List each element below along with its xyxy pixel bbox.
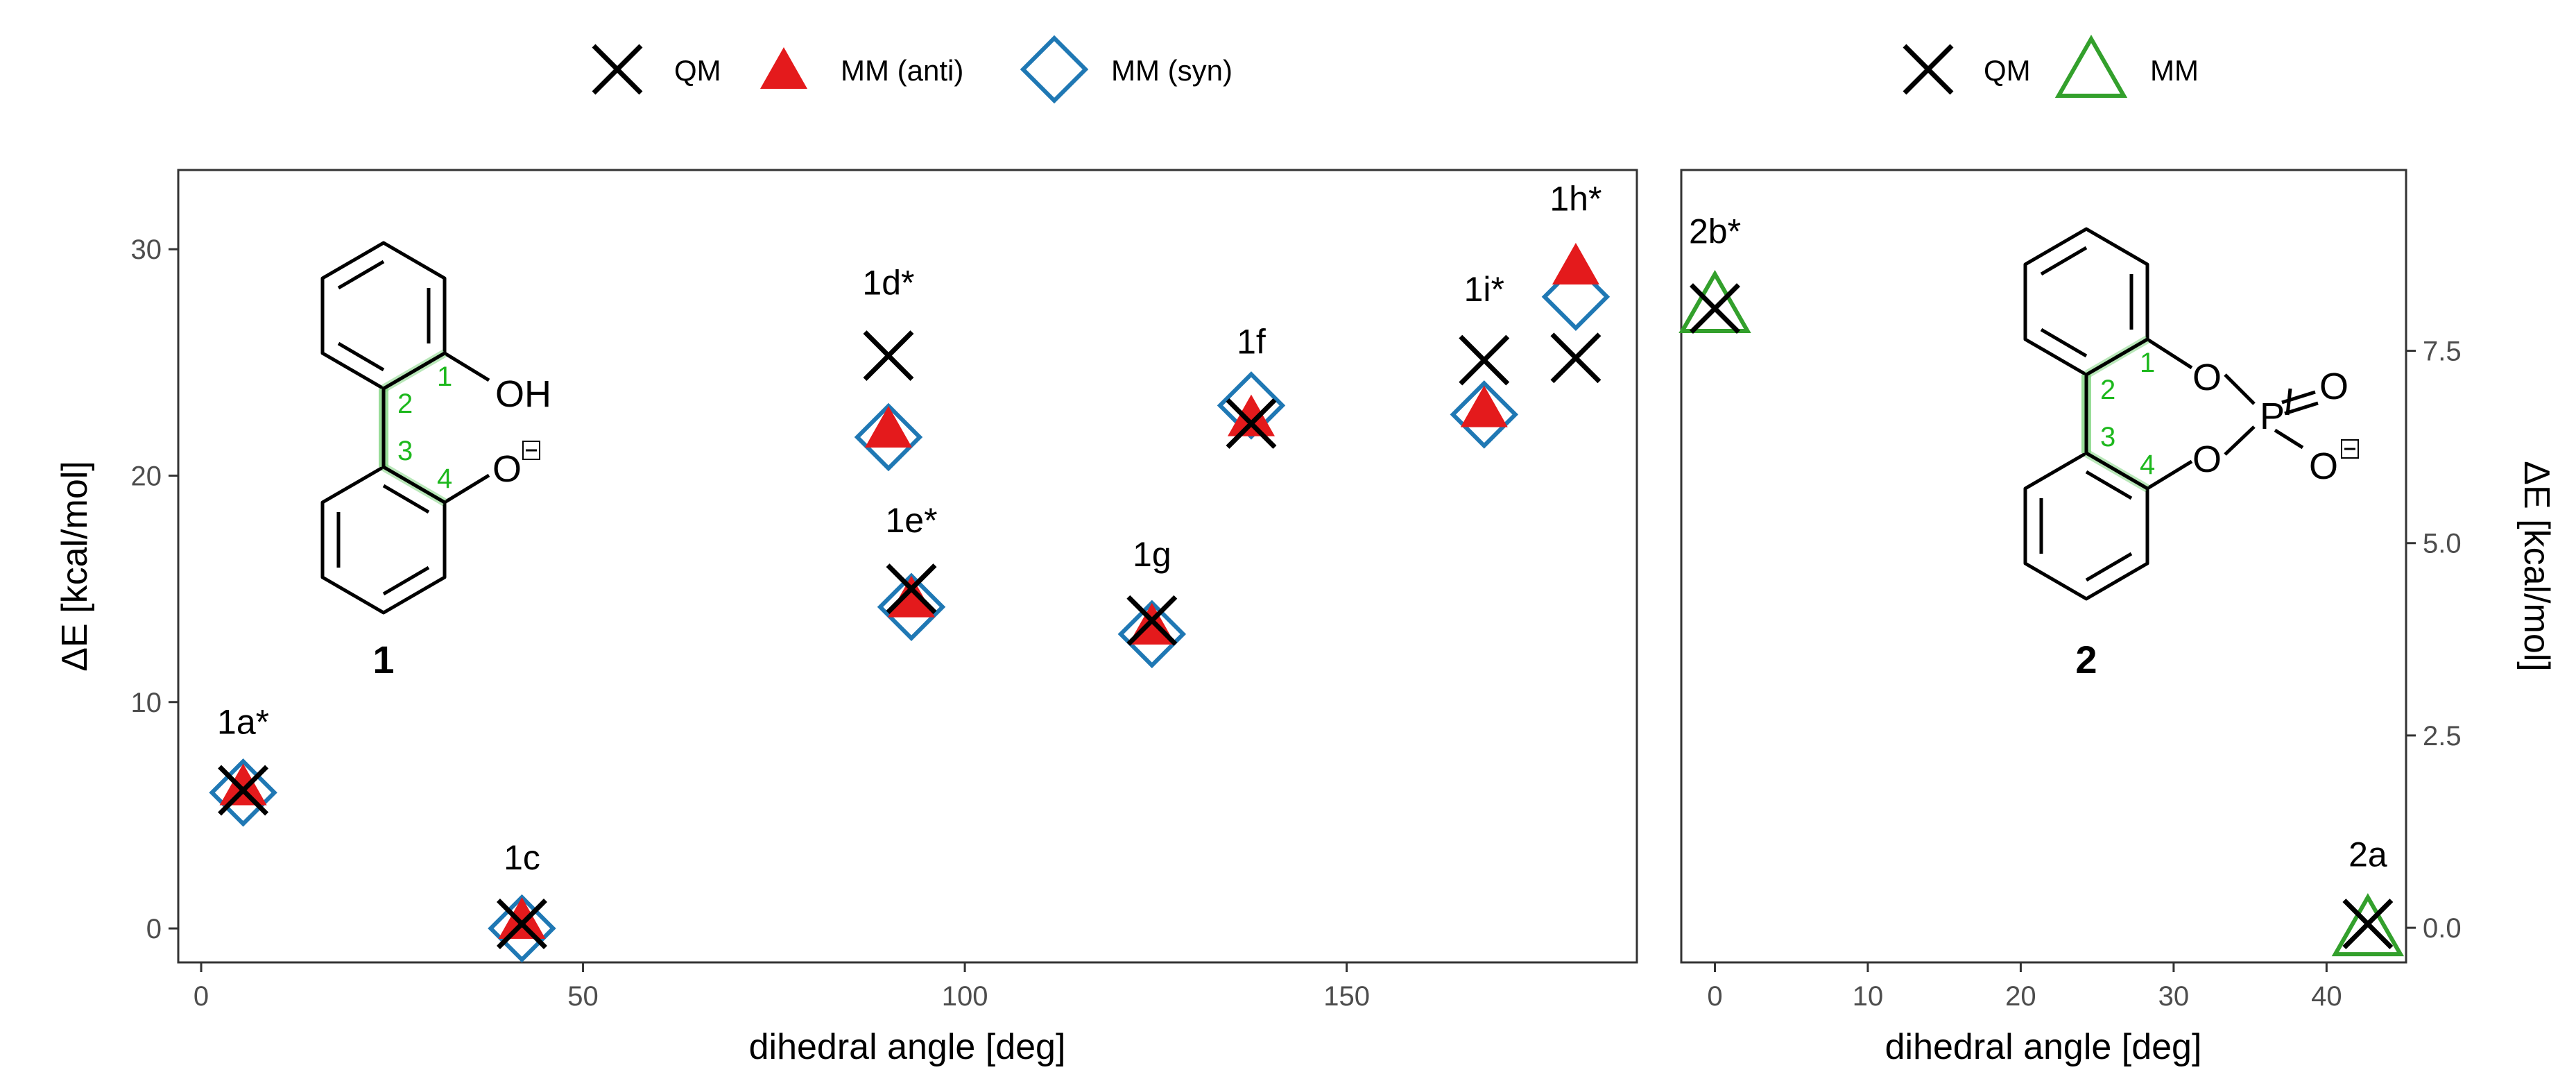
point-label-1f: 1f bbox=[1237, 322, 1266, 361]
legend-mm-anti-label: MM (anti) bbox=[841, 54, 963, 87]
molecule-1-structure bbox=[320, 241, 490, 615]
molecule-2-o4-label: O bbox=[2309, 445, 2338, 487]
point-label-2b: 2b* bbox=[1689, 212, 1741, 250]
point-labels-left: 1a* 1c 1d* 1e* 1g 1f 1i* 1h* bbox=[217, 180, 1602, 877]
point-label-2a: 2a bbox=[2349, 835, 2387, 874]
molecule-2-p-label: P bbox=[2260, 396, 2285, 437]
x-tick-label: 20 bbox=[2005, 981, 2036, 1012]
point-label-1c: 1c bbox=[504, 838, 540, 877]
molecule-2-o1-label: O bbox=[2192, 357, 2222, 398]
negative-charge-icon bbox=[522, 441, 540, 460]
legend-mm-anti-marker bbox=[760, 47, 807, 89]
molecule-1-oh-label: OH bbox=[495, 373, 551, 415]
molecule-2-bond-1: 1 bbox=[2140, 348, 2155, 378]
legend-qm-label: QM bbox=[674, 54, 721, 87]
plot-frame-left bbox=[177, 169, 1638, 964]
x-tick-label: 0 bbox=[194, 981, 209, 1012]
x-tick-label: 150 bbox=[1323, 981, 1370, 1012]
y-tick-label: 30 bbox=[131, 235, 162, 265]
y-tick-label: 10 bbox=[131, 688, 162, 718]
plot-frame-right bbox=[1680, 169, 2407, 964]
point-label-1g: 1g bbox=[1133, 535, 1171, 574]
legend-mm-syn-marker bbox=[1023, 38, 1085, 101]
legend-right: QM MM bbox=[1905, 39, 2199, 96]
molecule-2-bond-4: 4 bbox=[2140, 450, 2155, 480]
molecule-1-bond-1: 1 bbox=[437, 362, 452, 392]
point-label-1i: 1i* bbox=[1464, 270, 1504, 309]
y-axis-title-left: ΔE [kcal/mol] bbox=[55, 461, 95, 671]
x-ticks-right: 0 10 20 30 40 bbox=[1707, 962, 2342, 1012]
molecule-1-o-label: O bbox=[492, 448, 522, 490]
molecule-2-label: 2 bbox=[2075, 638, 2097, 681]
legend-qm-label-right: QM bbox=[1984, 54, 2031, 87]
x-axis-title-right: dihedral angle [deg] bbox=[1885, 1027, 2202, 1067]
point-label-1h: 1h* bbox=[1549, 180, 1602, 219]
x-axis-title-left: dihedral angle [deg] bbox=[749, 1027, 1066, 1067]
legend-mm-marker bbox=[2059, 39, 2124, 96]
molecule-2-o3-label: O bbox=[2319, 366, 2349, 407]
x-tick-label: 10 bbox=[1853, 981, 1884, 1012]
y-ticks-left: 0 10 20 30 bbox=[131, 235, 178, 944]
molecule-1-label: 1 bbox=[372, 638, 394, 681]
legend-qm-marker bbox=[594, 46, 641, 93]
y-tick-label: 0 bbox=[146, 914, 162, 944]
molecule-2-bond-3: 3 bbox=[2100, 422, 2115, 452]
point-label-1a: 1a* bbox=[217, 702, 269, 741]
panel-right: O O P O O 1 2 3 4 2 0 10 20 30 40 0.0 2.5 5.0 7… bbox=[1680, 169, 2557, 1067]
y-ticks-right: 0.0 2.5 5.0 7.5 bbox=[2406, 337, 2462, 944]
negative-charge-icon bbox=[2341, 439, 2359, 459]
y-tick-label: 20 bbox=[131, 461, 162, 491]
x-tick-label: 0 bbox=[1707, 981, 1722, 1012]
y-tick-label: 2.5 bbox=[2423, 721, 2462, 751]
legend-mm-syn-label: MM (syn) bbox=[1111, 54, 1233, 87]
molecule-2-structure bbox=[2023, 227, 2319, 601]
legend-left: QM MM (anti) MM (syn) bbox=[594, 38, 1233, 101]
molecule-2-o2-label: O bbox=[2192, 439, 2222, 480]
point-labels-right: 2b* 2a bbox=[1689, 212, 2387, 874]
y-tick-label: 0.0 bbox=[2423, 913, 2462, 944]
x-tick-label: 50 bbox=[567, 981, 599, 1012]
y-tick-label: 5.0 bbox=[2423, 529, 2462, 559]
x-tick-label: 40 bbox=[2311, 981, 2342, 1012]
molecule-1-bond-2: 2 bbox=[397, 389, 413, 419]
y-axis-title-right: ΔE [kcal/mol] bbox=[2516, 461, 2557, 671]
point-label-1d: 1d* bbox=[862, 263, 914, 302]
panel-left: OH O 1 2 3 4 1 0 50 100 150 0 10 20 30 1a* 1c 1d… bbox=[55, 169, 1638, 1067]
molecule-1-bond-4: 4 bbox=[437, 464, 452, 494]
x-ticks-left: 0 50 100 150 bbox=[194, 962, 1370, 1012]
molecule-1-bond-3: 3 bbox=[397, 436, 413, 466]
y-tick-label: 7.5 bbox=[2423, 337, 2462, 367]
legend-qm-marker-right bbox=[1905, 46, 1952, 93]
molecule-2-bond-2: 2 bbox=[2100, 375, 2115, 405]
legend-mm-label: MM bbox=[2150, 54, 2199, 87]
x-tick-label: 100 bbox=[942, 981, 988, 1012]
x-tick-label: 30 bbox=[2158, 981, 2190, 1012]
point-label-1e: 1e* bbox=[885, 501, 937, 540]
